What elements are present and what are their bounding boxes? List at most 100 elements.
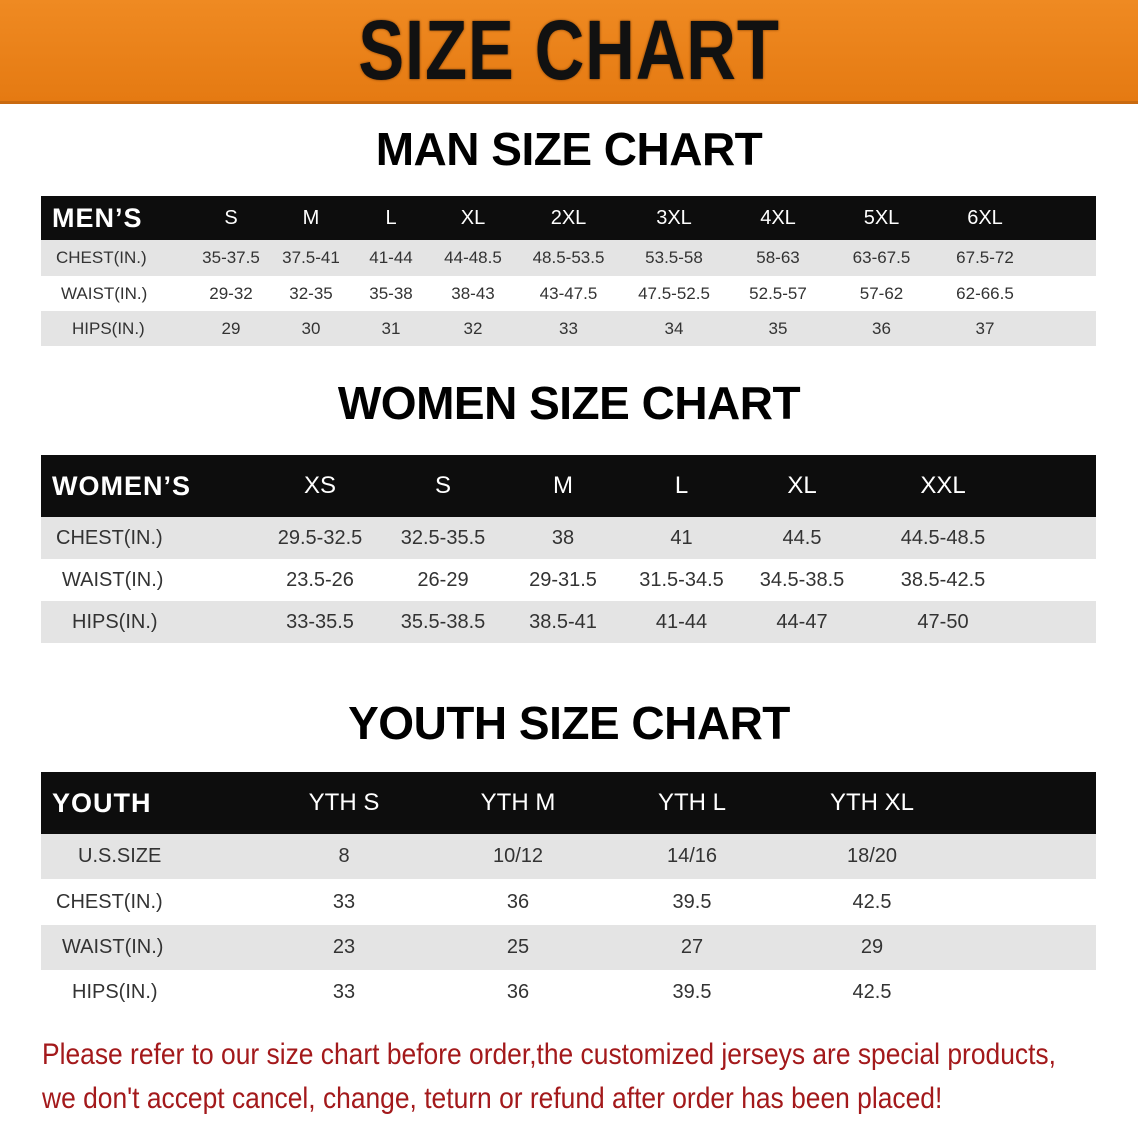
measurement-cell: 58-63 [756,248,800,267]
size-header-cell: XS [303,472,336,499]
row-label: HIPS(IN.) [72,981,158,1003]
measurement-cell: 23.5-26 [286,568,354,591]
measurement-cell: 67.5-72 [956,248,1014,267]
table-title-cell: YOUTH [52,787,152,818]
table-row: HIPS(IN.) 33-35.5 35.5-38.5 38.5-41 41-44 44-… [41,601,1096,643]
table-title-cell: MEN’S [52,202,143,233]
table-row: WAIST(IN.) 23 25 27 29 [41,925,1096,970]
measurement-cell: 38.5-42.5 [900,568,986,591]
size-header-cell: 5XL [863,206,900,229]
measurement-cell: 35-37.5 [202,248,260,267]
notice-line-2: we don't accept cancel, change, teturn o… [42,1082,943,1115]
measurement-cell: 23 [332,936,356,958]
row-label: CHEST(IN.) [56,526,163,549]
size-header-cell: 6XL [967,206,1003,229]
measurement-cell: 44.5-48.5 [900,526,986,549]
measurement-cell: 34.5-38.5 [759,568,845,591]
women-section-title: WOMEN SIZE CHART [337,377,801,429]
size-header-cell: XXL [920,472,966,499]
size-header-cell: XL [787,472,817,499]
table-row: WAIST(IN.) 23.5-26 26-29 29-31.5 31.5-34.5 34… [41,559,1096,601]
measurement-cell: 29.5-32.5 [277,526,363,549]
women-size-table: WOMEN’S XS S M L XL XXL CHEST(IN.) 29.5-32.5 32.5… [41,455,1096,643]
youth-size-table: YOUTH YTH S YTH M YTH L YTH XL U.S.SIZE 8 10/12… [41,772,1096,1015]
size-header-cell: YTH M [480,789,556,816]
measurement-cell: 47-50 [917,610,969,633]
measurement-cell: 33 [332,890,356,913]
table-title-cell: WOMEN’S [52,470,191,501]
measurement-cell: 35 [768,318,788,338]
row-label: WAIST(IN.) [62,936,164,958]
measurement-cell: 29-31.5 [529,568,597,591]
measurement-cell: 10/12 [492,845,544,867]
measurement-cell: 47.5-52.5 [638,283,710,303]
measurement-cell: 32-35 [289,283,333,303]
youth-section-title: YOUTH SIZE CHART [348,697,790,749]
measurement-cell: 27 [680,936,704,958]
measurement-cell: 30 [301,318,321,338]
measurement-cell: 35.5-38.5 [400,610,486,633]
row-label: WAIST(IN.) [61,283,148,303]
table-row: U.S.SIZE 8 10/12 14/16 18/20 [41,834,1096,879]
header-row: YOUTH YTH S YTH M YTH L YTH XL [41,772,1096,834]
size-header-cell: XL [460,206,486,229]
size-header-cell: 3XL [656,206,692,229]
measurement-cell: 37 [975,318,995,338]
table-row: HIPS(IN.) 33 36 39.5 42.5 [41,970,1096,1015]
measurement-cell: 32 [463,318,483,338]
measurement-cell: 44-47 [776,610,828,633]
measurement-cell: 44-48.5 [444,248,502,267]
measurement-cell: 42.5 [852,890,892,913]
size-header-cell: 2XL [550,206,587,229]
measurement-cell: 29-32 [209,283,253,303]
row-label: WAIST(IN.) [62,568,164,591]
table-row: WAIST(IN.) 29-32 32-35 35-38 38-43 43-47.5 47.… [41,276,1096,311]
measurement-cell: 8 [338,845,350,867]
row-label: CHEST(IN.) [56,248,147,267]
row-label: CHEST(IN.) [56,890,163,913]
banner-title: SIZE CHART [358,3,780,97]
size-header-cell: L [674,472,689,499]
measurement-cell: 33-35.5 [286,610,354,633]
measurement-cell: 36 [506,890,530,913]
measurement-cell: 39.5 [672,981,712,1003]
table-row: CHEST(IN.) 33 36 39.5 42.5 [41,879,1096,925]
notice-line-1: Please refer to our size chart before or… [42,1038,1056,1071]
measurement-cell: 43-47.5 [539,283,598,303]
measurement-cell: 32.5-35.5 [400,526,486,549]
measurement-cell: 39.5 [672,890,712,913]
row-label: HIPS(IN.) [72,318,145,338]
measurement-cell: 38-43 [451,283,495,303]
size-chart-banner: SIZE CHART [0,0,1138,104]
measurement-cell: 52.5-57 [749,283,807,303]
size-header-cell: M [553,472,573,499]
measurement-cell: 41-44 [369,248,413,267]
measurement-cell: 31 [381,318,401,338]
size-header-cell: S [224,206,238,229]
measurement-cell: 14/16 [666,845,718,867]
row-label: U.S.SIZE [78,845,162,867]
size-header-cell: L [385,206,397,229]
measurement-cell: 36 [506,981,530,1003]
size-header-cell: YTH XL [829,789,915,816]
measurement-cell: 37.5-41 [282,248,340,267]
measurement-cell: 33 [559,318,578,338]
size-header-cell: YTH S [308,789,380,816]
measurement-cell: 34 [664,318,684,338]
men-section-title: MAN SIZE CHART [375,123,763,175]
measurement-cell: 62-66.5 [956,283,1014,303]
size-header-cell: S [434,472,451,499]
measurement-cell: 57-62 [859,283,904,303]
measurement-cell: 36 [872,318,891,338]
measurement-cell: 44.5 [782,526,822,549]
size-header-cell: M [302,206,320,229]
header-row: MEN’S S M L XL 2XL 3XL 4XL 5XL 6XL [41,196,1096,240]
header-row: WOMEN’S XS S M L XL XXL [41,455,1096,517]
measurement-cell: 48.5-53.5 [532,248,605,267]
table-row: CHEST(IN.) 35-37.5 37.5-41 41-44 44-48.5 48.5… [41,240,1096,276]
size-header-cell: YTH L [657,789,726,816]
measurement-cell: 31.5-34.5 [639,568,724,591]
measurement-cell: 18/20 [846,845,898,867]
measurement-cell: 26-29 [417,568,469,591]
measurement-cell: 41-44 [655,610,708,633]
